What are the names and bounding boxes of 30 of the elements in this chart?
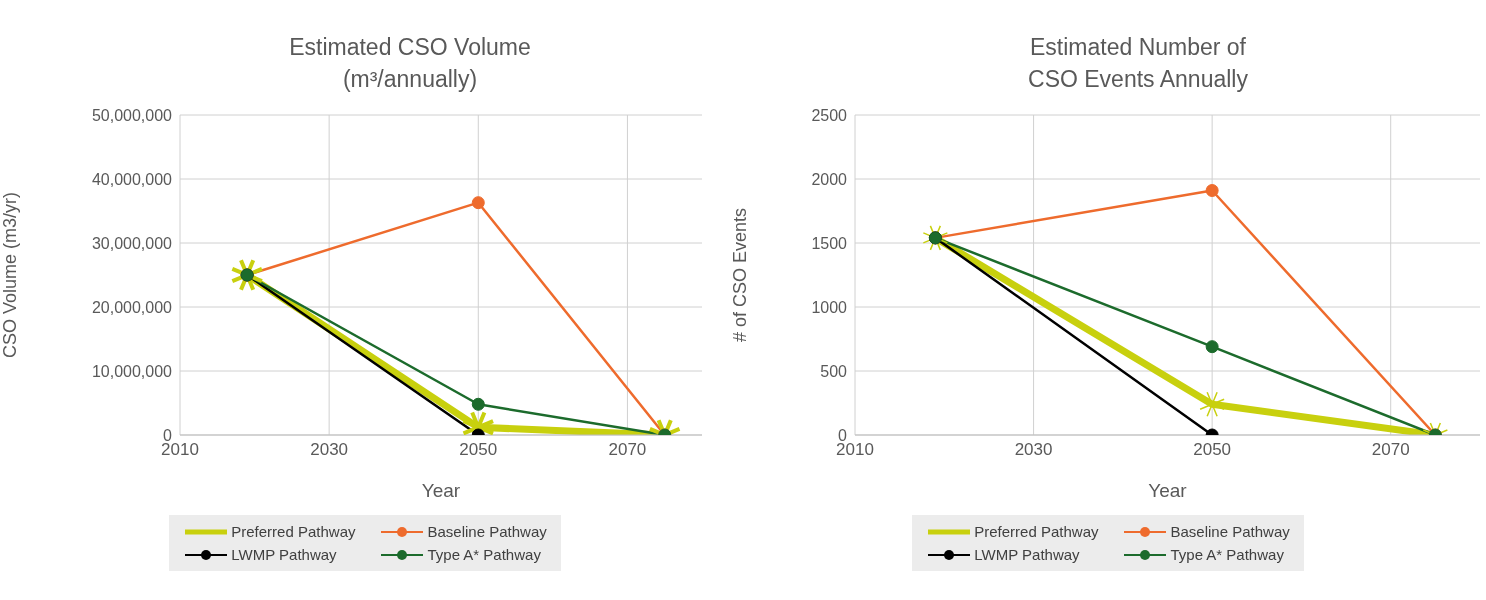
y-tick-label: 500 [820,362,848,380]
x-axis-title: Year [421,480,461,501]
x-tick-label: 2070 [1371,440,1410,460]
y-tick-label: 1000 [811,298,848,316]
x-tick-label: 2050 [459,440,498,460]
y-tick-label: 20,000,000 [91,298,173,316]
y-tick-label: 2000 [811,170,848,188]
legend-label: Baseline Pathway [427,523,547,540]
y-tick-label: 1500 [811,234,848,252]
y-tick-label: 50,000,000 [91,106,173,124]
x-axis-title: Year [1148,480,1188,501]
x-tick-label: 2030 [310,440,349,460]
x-tick-label: 2050 [1193,440,1232,460]
legend-label: Preferred Pathway [974,523,1099,540]
y-tick-label: 2500 [811,106,848,124]
x-tick-label: 2030 [1014,440,1053,460]
chart-title: Estimated CSO Volume (m³/annually) [289,33,531,94]
legend-label: Baseline Pathway [1170,523,1290,540]
legend-label: LWMP Pathway [231,546,337,563]
legend-label: Type A* Pathway [1170,546,1284,563]
legend-label: LWMP Pathway [974,546,1080,563]
y-axis-title: CSO Volume (m3/yr) [0,191,21,359]
y-tick-label: 40,000,000 [91,170,173,188]
legend-label: Type A* Pathway [427,546,541,563]
chart-title: Estimated Number of CSO Events Annually [1028,33,1248,94]
legend-label: Preferred Pathway [231,523,356,540]
x-tick-label: 2070 [608,440,647,460]
y-axis-title: # of CSO Events [730,207,751,343]
y-tick-label: 10,000,000 [91,362,173,380]
y-tick-label: 30,000,000 [91,234,173,252]
